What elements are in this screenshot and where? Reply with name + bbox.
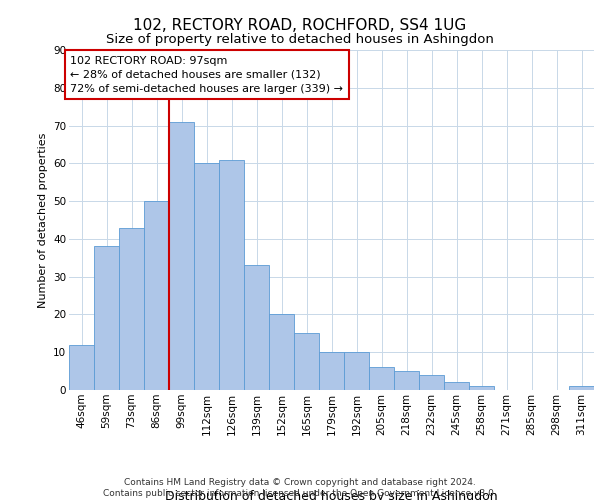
Bar [69, 344, 94, 390]
Bar [394, 371, 419, 390]
Text: 102, RECTORY ROAD, ROCHFORD, SS4 1UG: 102, RECTORY ROAD, ROCHFORD, SS4 1UG [133, 18, 467, 32]
Bar [169, 122, 194, 390]
Bar [119, 228, 144, 390]
Bar [194, 164, 219, 390]
Bar [419, 375, 444, 390]
Y-axis label: Number of detached properties: Number of detached properties [38, 132, 47, 308]
Bar [144, 201, 169, 390]
Bar [569, 386, 594, 390]
Bar [344, 352, 369, 390]
Bar [244, 266, 269, 390]
Bar [319, 352, 344, 390]
Bar [94, 246, 119, 390]
Bar [444, 382, 469, 390]
Bar [219, 160, 244, 390]
Bar [469, 386, 494, 390]
Text: Contains HM Land Registry data © Crown copyright and database right 2024.
Contai: Contains HM Land Registry data © Crown c… [103, 478, 497, 498]
Bar [294, 334, 319, 390]
Text: 102 RECTORY ROAD: 97sqm
← 28% of detached houses are smaller (132)
72% of semi-d: 102 RECTORY ROAD: 97sqm ← 28% of detache… [70, 56, 343, 94]
Bar [269, 314, 294, 390]
Bar [369, 368, 394, 390]
Text: Size of property relative to detached houses in Ashingdon: Size of property relative to detached ho… [106, 32, 494, 46]
X-axis label: Distribution of detached houses by size in Ashingdon: Distribution of detached houses by size … [165, 490, 498, 500]
